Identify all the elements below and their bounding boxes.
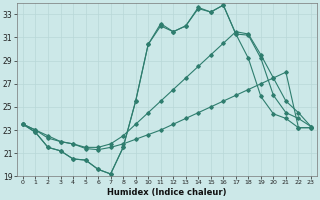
X-axis label: Humidex (Indice chaleur): Humidex (Indice chaleur) [107,188,227,197]
